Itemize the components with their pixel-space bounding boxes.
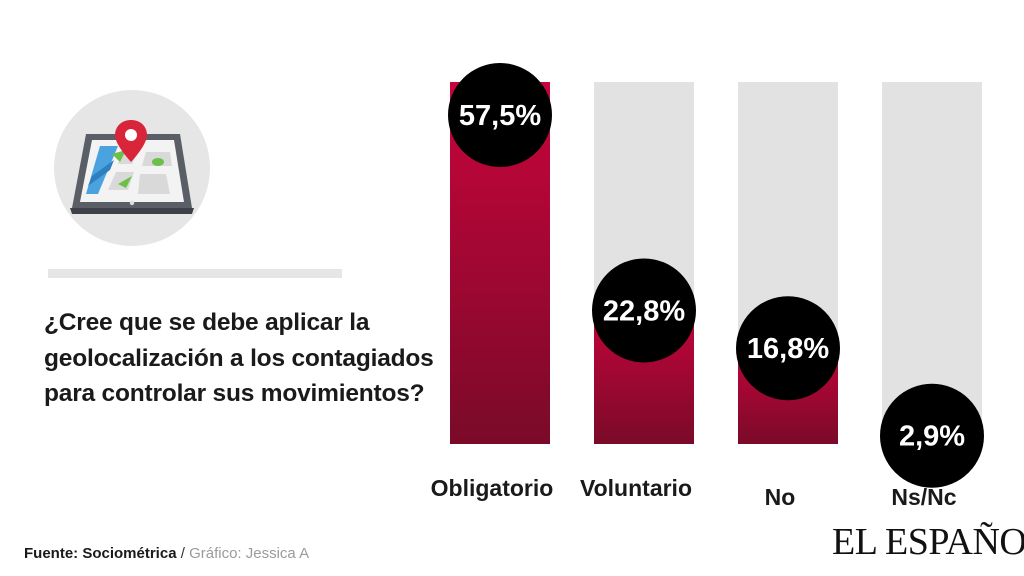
geolocation-illustration [54,90,210,246]
category-label: Obligatorio [431,475,554,501]
map-pin-tablet-icon [70,120,194,214]
value-bubble [736,296,840,401]
bar-track [882,82,982,444]
data-label: 2,9% [899,421,965,453]
source-label: Fuente: Sociométrica [24,545,177,562]
category-label: No [765,484,796,510]
category-label: Ns/Nc [891,484,956,510]
value-bubble [880,383,984,488]
data-label: 57,5% [459,100,541,132]
divider [48,269,342,278]
data-label: 22,8% [603,295,685,327]
data-label: 16,8% [747,333,829,365]
source-separator: / [180,545,185,562]
graphic-credit: Gráfico: Jessica A [189,545,310,562]
value-bubble [592,258,696,363]
category-label: Voluntario [580,475,692,501]
brand-logo: EL ESPAÑOL [832,521,1024,563]
value-bubble [448,63,552,167]
survey-question: ¿Cree que se debe aplicar la geolocaliza… [44,309,434,407]
source-credit: Fuente: Sociométrica / Gráfico: Jessica … [24,545,309,562]
